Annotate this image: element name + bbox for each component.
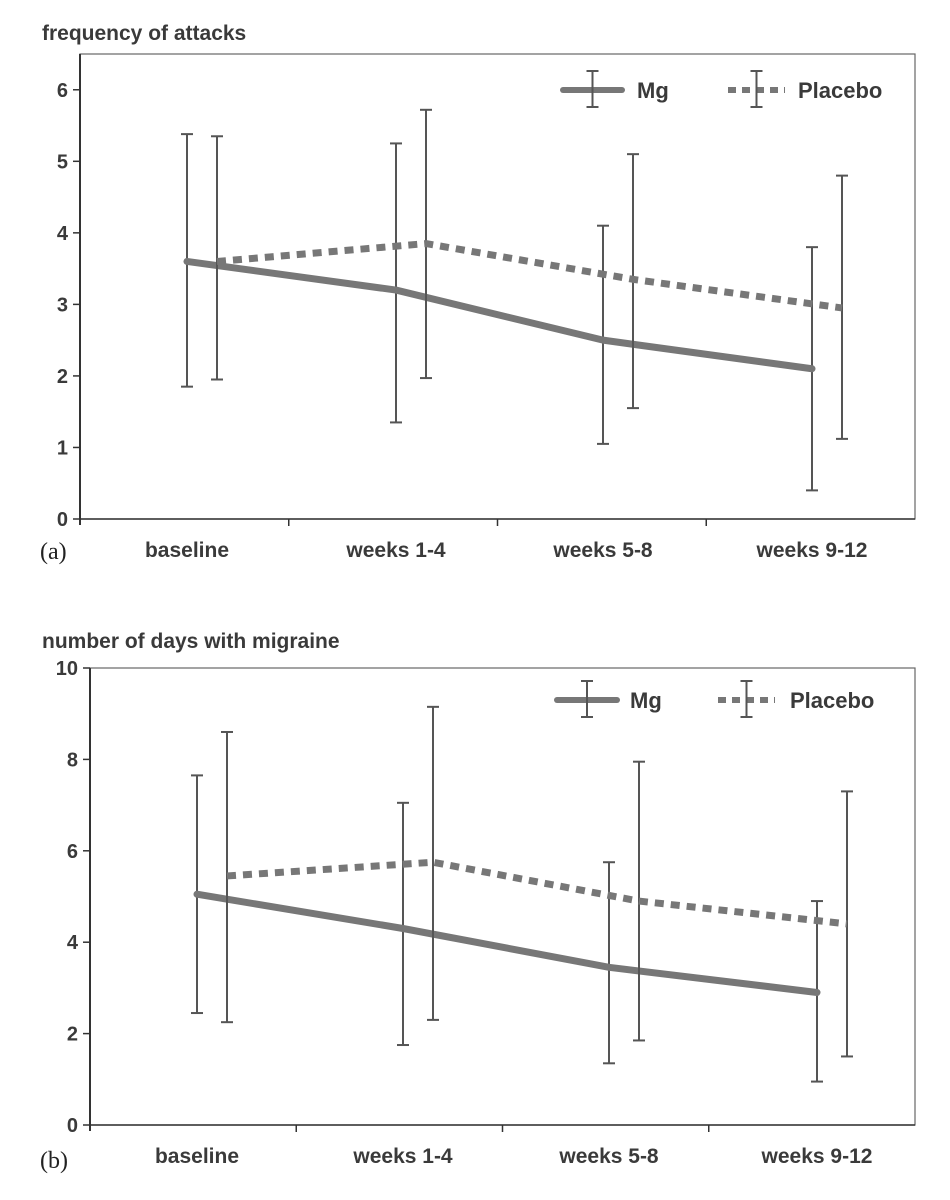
chart-a-y-tick-label: 5	[57, 151, 68, 173]
chart-a-x-tick-label: weeks 9-12	[756, 539, 868, 562]
chart-a-panel-label: (a)	[40, 539, 67, 565]
chart-b-y-tick-label: 0	[67, 1115, 78, 1137]
chart-b-ylabel: number of days with migraine	[42, 630, 340, 653]
chart-a-y-tick-label: 4	[57, 223, 69, 245]
chart-b-series-placebo-line	[226, 858, 848, 928]
chart-a-plot-frame	[79, 53, 916, 520]
chart-b-series-mg-line	[193, 890, 821, 996]
chart-a-x-tick-label: weeks 1-4	[345, 539, 446, 562]
chart-b: 0 2 4 6 8 10 baseline weeks 1-4 weeks 5-8 weeks 9…	[56, 658, 916, 1168]
chart-b-x-tick-label: baseline	[155, 1145, 239, 1168]
chart-a-y-tick-label: 2	[57, 366, 68, 388]
chart-a-y-tick-label: 6	[57, 80, 68, 102]
chart-b-x-tick-label: weeks 5-8	[558, 1145, 659, 1168]
chart-a-x-tick-label: baseline	[145, 539, 229, 562]
chart-b-x-tick-label: weeks 1-4	[352, 1145, 453, 1168]
chart-b-legend-mg-label: Mg	[630, 688, 662, 713]
chart-a-y-tick-label: 0	[57, 509, 68, 531]
chart-a-legend-mg-label: Mg	[637, 78, 669, 103]
chart-a-series-placebo-line	[216, 240, 843, 312]
chart-a: 0 1 2 3 4 5 6 baseline weeks 1-4 weeks 5-8 weeks 9…	[57, 53, 916, 562]
chart-b-panel-label: (b)	[40, 1148, 68, 1174]
chart-b-y-tick-label: 10	[56, 658, 78, 680]
chart-b-legend-placebo-label: Placebo	[790, 688, 874, 713]
chart-a-y-tick-label: 3	[57, 294, 68, 316]
chart-b-y-tick-label: 6	[67, 841, 78, 863]
chart-b-y-tick-label: 4	[67, 932, 79, 954]
chart-a-ylabel: frequency of attacks	[42, 22, 246, 45]
chart-b-y-tick-label: 2	[67, 1024, 78, 1046]
chart-a-legend-placebo-label: Placebo	[798, 78, 882, 103]
chart-a-x-tick-label: weeks 5-8	[552, 539, 653, 562]
chart-a-y-tick-label: 1	[57, 437, 68, 459]
chart-b-y-tick-label: 8	[67, 749, 78, 771]
chart-a-series-mg-line	[183, 257, 816, 373]
chart-b-x-tick-label: weeks 9-12	[761, 1145, 873, 1168]
